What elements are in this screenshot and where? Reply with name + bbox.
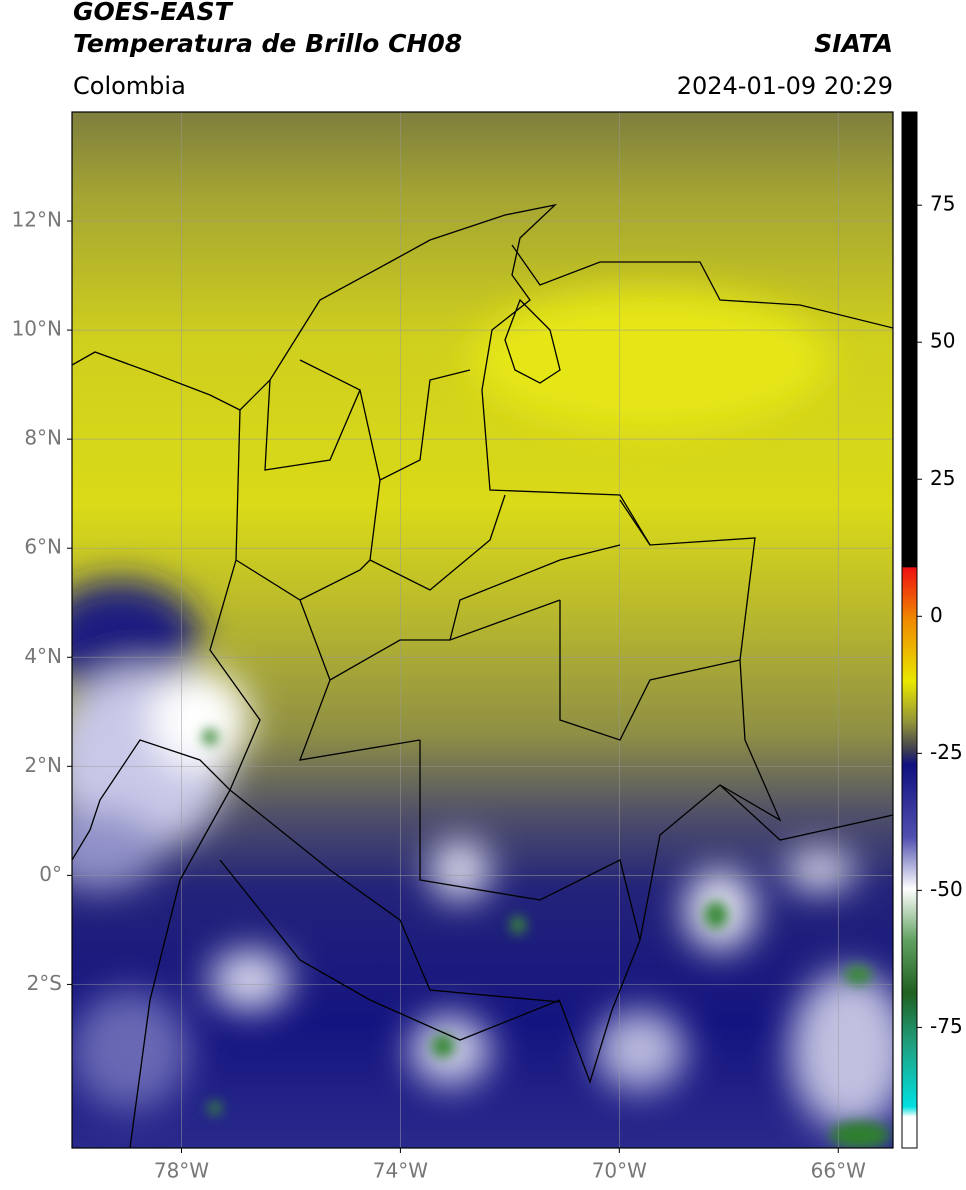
y-tick-label: 0° <box>39 862 62 886</box>
region: Colombia <box>73 72 186 100</box>
lake <box>504 298 561 384</box>
colorbar-tick-label: -50 <box>930 877 963 901</box>
x-tick-label: 70°W <box>592 1159 647 1183</box>
x-tick-label: 74°W <box>373 1159 428 1183</box>
y-tick-label: 2°N <box>24 753 62 777</box>
subtitle: Temperatura de Brillo CH08 <box>73 29 462 58</box>
satellite-image <box>72 112 893 1148</box>
y-tick-label: 10°N <box>12 317 62 341</box>
y-tick-label: 6°N <box>24 535 62 559</box>
title: GOES-EAST <box>73 0 234 26</box>
colorbar-tick-label: 75 <box>930 192 955 216</box>
colorbar-tick-label: 0 <box>930 603 943 627</box>
datetime: 2024-01-09 20:29 <box>677 72 893 100</box>
map-axes: 78°W 74°W 70°W 66°W 12°N 10°N 8°N 6°N 4°N 2°N 0° 2°… <box>12 208 867 1183</box>
coastline <box>72 244 893 1148</box>
cloud-field <box>72 290 893 1130</box>
y-tick-label: 8°N <box>24 426 62 450</box>
colorbar-tick-label: 50 <box>930 329 955 353</box>
x-tick-label: 78°W <box>154 1159 209 1183</box>
map-frame <box>71 111 894 1149</box>
source: SIATA <box>814 29 893 58</box>
colorbar-ticks: 75 50 25 0 -25 -50 -75 <box>917 192 963 1038</box>
x-tick-label: 66°W <box>811 1159 866 1183</box>
departments <box>235 359 621 761</box>
cold-cores <box>202 729 890 1148</box>
colorbar-tick-label: -75 <box>930 1014 963 1038</box>
y-tick-label: 2°S <box>27 971 62 995</box>
y-tick-label: 4°N <box>24 644 62 668</box>
colorbar-tick-label: -25 <box>930 740 963 764</box>
colorbar-tick-label: 25 <box>930 466 955 490</box>
graticule <box>72 112 893 1148</box>
y-tick-label: 12°N <box>12 208 62 232</box>
map <box>72 112 893 1148</box>
colorbar <box>901 111 918 1149</box>
